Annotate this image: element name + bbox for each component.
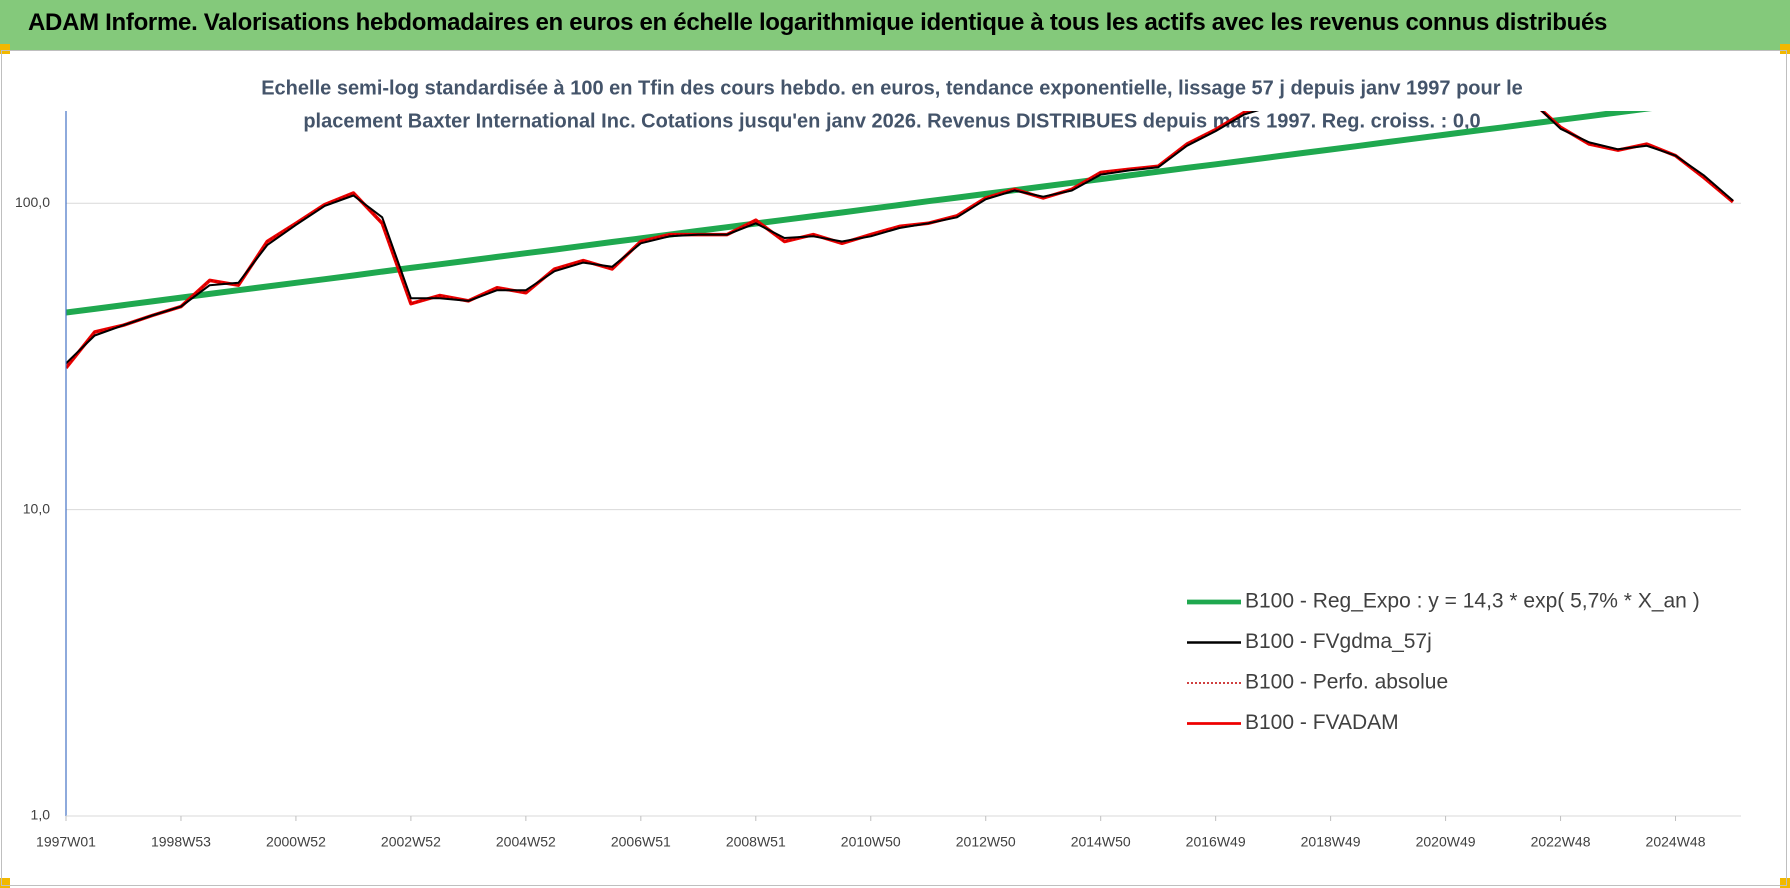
chart-title: Echelle semi-log standardisée à 100 en T… <box>261 77 1523 99</box>
x-tick-label: 2012W50 <box>956 834 1016 850</box>
x-tick-label: 2010W50 <box>841 834 901 850</box>
x-tick-label: 2018W49 <box>1301 834 1361 850</box>
x-tick-label: 2014W50 <box>1071 834 1131 850</box>
y-tick-label: 10,0 <box>23 500 50 516</box>
legend-label: B100 - FVADAM <box>1245 711 1399 734</box>
x-tick-label: 2004W52 <box>496 834 556 850</box>
corner <box>1780 878 1790 888</box>
x-tick-label: 2002W52 <box>381 834 441 850</box>
y-tick-label: 100,0 <box>15 194 50 210</box>
series-line <box>66 111 1734 369</box>
x-tick-label: 2016W49 <box>1186 834 1246 850</box>
y-tick-label: 1,0 <box>31 807 51 823</box>
legend-label: B100 - Perfo. absolue <box>1245 671 1448 694</box>
x-tick-label: 2020W49 <box>1416 834 1476 850</box>
x-tick-label: 1997W01 <box>36 834 96 850</box>
x-tick-label: 2022W48 <box>1531 834 1591 850</box>
corner <box>1780 44 1790 54</box>
x-tick-label: 2008W51 <box>726 834 786 850</box>
axes: 1,0 10,0 100,0 1997W01 1998W53 2000W52 2002W52… <box>15 111 1741 850</box>
banner: ADAM Informe. Valorisations hebdomadaire… <box>0 0 1790 50</box>
grid <box>66 202 1741 817</box>
banner-title: ADAM Informe. Valorisations hebdomadaire… <box>28 9 1608 36</box>
x-tick-label: 2000W52 <box>266 834 326 850</box>
frame <box>1 50 1787 886</box>
x-tick-label: 1998W53 <box>151 834 211 850</box>
chart-title: placement Baxter International Inc. Cota… <box>303 110 1480 132</box>
plot <box>66 111 1735 369</box>
x-tick-label: 2006W51 <box>611 834 671 850</box>
corner <box>0 878 10 888</box>
series-line <box>66 111 1653 316</box>
series-line <box>66 111 1734 365</box>
corner <box>0 44 10 54</box>
x-tick-label: 2024W48 <box>1646 834 1706 850</box>
legend-label: B100 - FVgdma_57j <box>1245 630 1432 653</box>
legend-label: B100 - Reg_Expo : y = 14,3 * exp( 5,7% *… <box>1245 590 1700 613</box>
